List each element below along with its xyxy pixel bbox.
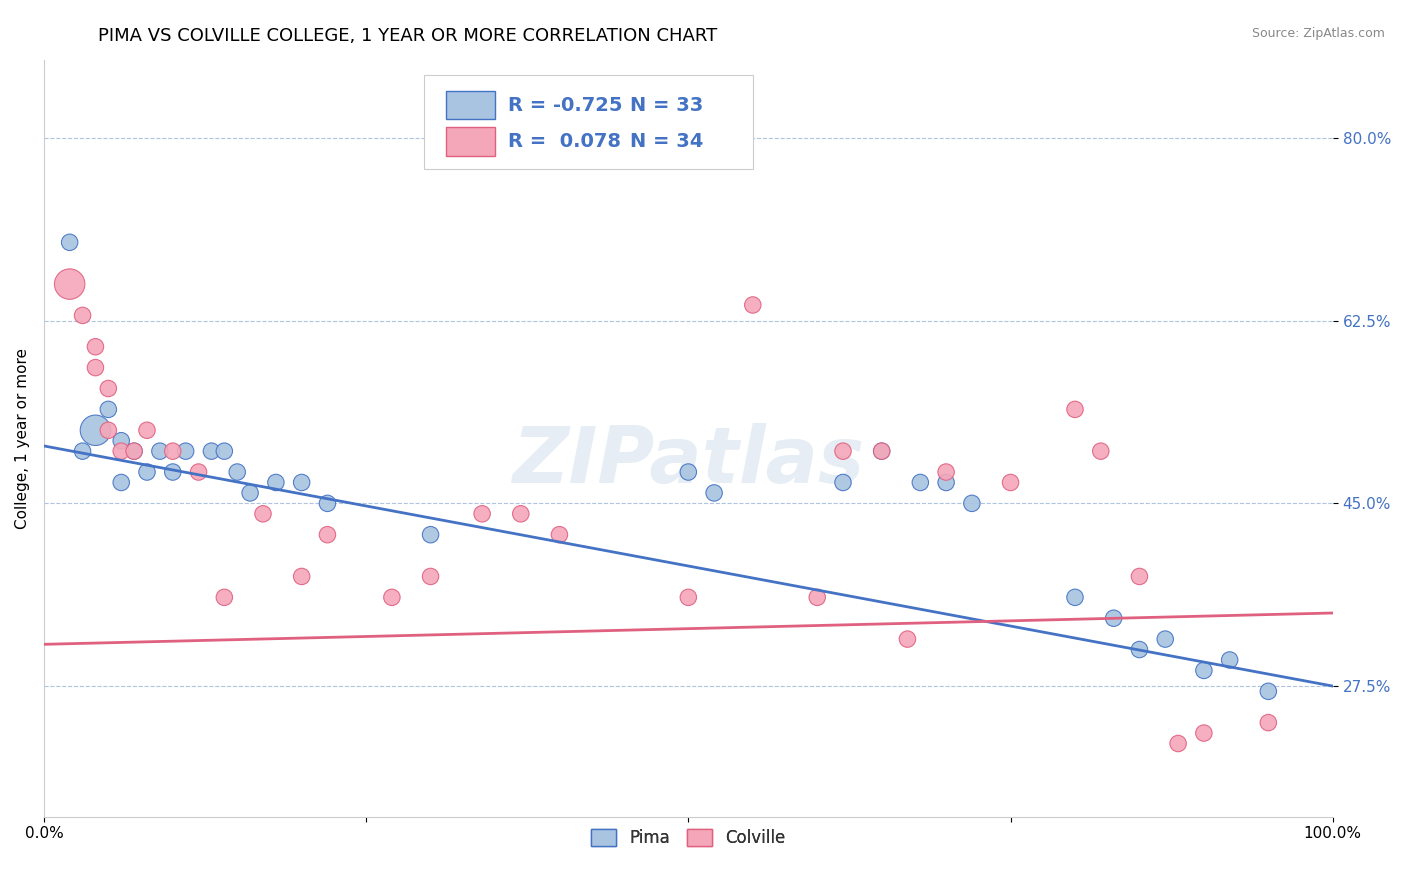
Text: PIMA VS COLVILLE COLLEGE, 1 YEAR OR MORE CORRELATION CHART: PIMA VS COLVILLE COLLEGE, 1 YEAR OR MORE… xyxy=(98,27,717,45)
Point xyxy=(174,444,197,458)
Point xyxy=(149,444,172,458)
Point xyxy=(1192,664,1215,678)
Point xyxy=(162,444,184,458)
Point xyxy=(252,507,274,521)
Point xyxy=(1064,591,1087,605)
Point xyxy=(162,465,184,479)
Point xyxy=(291,475,314,490)
Point xyxy=(72,444,94,458)
Point xyxy=(1128,642,1150,657)
Point xyxy=(1257,715,1279,730)
Point xyxy=(84,423,107,437)
Point xyxy=(110,475,132,490)
Point xyxy=(136,423,159,437)
Point xyxy=(1257,684,1279,698)
Text: Source: ZipAtlas.com: Source: ZipAtlas.com xyxy=(1251,27,1385,40)
Point xyxy=(678,465,700,479)
Point xyxy=(1192,726,1215,740)
Point xyxy=(678,591,700,605)
Point xyxy=(84,340,107,354)
Point xyxy=(1102,611,1125,625)
Text: R =  0.078: R = 0.078 xyxy=(508,132,621,151)
Point xyxy=(381,591,404,605)
Text: R = -0.725: R = -0.725 xyxy=(508,95,623,114)
Point xyxy=(935,465,957,479)
Point xyxy=(1154,632,1177,646)
Point xyxy=(1219,653,1241,667)
FancyBboxPatch shape xyxy=(425,75,752,169)
Point xyxy=(1128,569,1150,583)
Point xyxy=(1167,737,1189,751)
Point xyxy=(97,402,120,417)
Point xyxy=(471,507,494,521)
Point xyxy=(264,475,287,490)
Point xyxy=(870,444,893,458)
Point xyxy=(122,444,145,458)
Point xyxy=(316,527,339,541)
Point xyxy=(110,444,132,458)
Point xyxy=(97,423,120,437)
Point xyxy=(187,465,209,479)
Point xyxy=(84,360,107,375)
FancyBboxPatch shape xyxy=(446,127,495,156)
Point xyxy=(806,591,828,605)
Point xyxy=(97,382,120,396)
Point xyxy=(316,496,339,510)
Point xyxy=(1090,444,1112,458)
Point xyxy=(960,496,983,510)
Point xyxy=(72,309,94,323)
Point xyxy=(703,486,725,500)
FancyBboxPatch shape xyxy=(446,91,495,120)
Point xyxy=(1000,475,1022,490)
Point xyxy=(419,569,441,583)
Legend: Pima, Colville: Pima, Colville xyxy=(585,822,792,854)
Point xyxy=(419,527,441,541)
Point xyxy=(870,444,893,458)
Text: N = 33: N = 33 xyxy=(630,95,703,114)
Point xyxy=(226,465,249,479)
Y-axis label: College, 1 year or more: College, 1 year or more xyxy=(15,348,30,529)
Point xyxy=(59,235,82,250)
Point xyxy=(832,444,855,458)
Point xyxy=(200,444,222,458)
Point xyxy=(832,475,855,490)
Point xyxy=(548,527,571,541)
Point xyxy=(741,298,763,312)
Point xyxy=(122,444,145,458)
Text: N = 34: N = 34 xyxy=(630,132,704,151)
Point xyxy=(935,475,957,490)
Point xyxy=(896,632,918,646)
Point xyxy=(59,277,82,291)
Point xyxy=(136,465,159,479)
Point xyxy=(214,444,236,458)
Point xyxy=(239,486,262,500)
Text: ZIPatlas: ZIPatlas xyxy=(512,423,865,499)
Point xyxy=(291,569,314,583)
Point xyxy=(110,434,132,448)
Point xyxy=(214,591,236,605)
Point xyxy=(910,475,932,490)
Point xyxy=(1064,402,1087,417)
Point xyxy=(509,507,531,521)
